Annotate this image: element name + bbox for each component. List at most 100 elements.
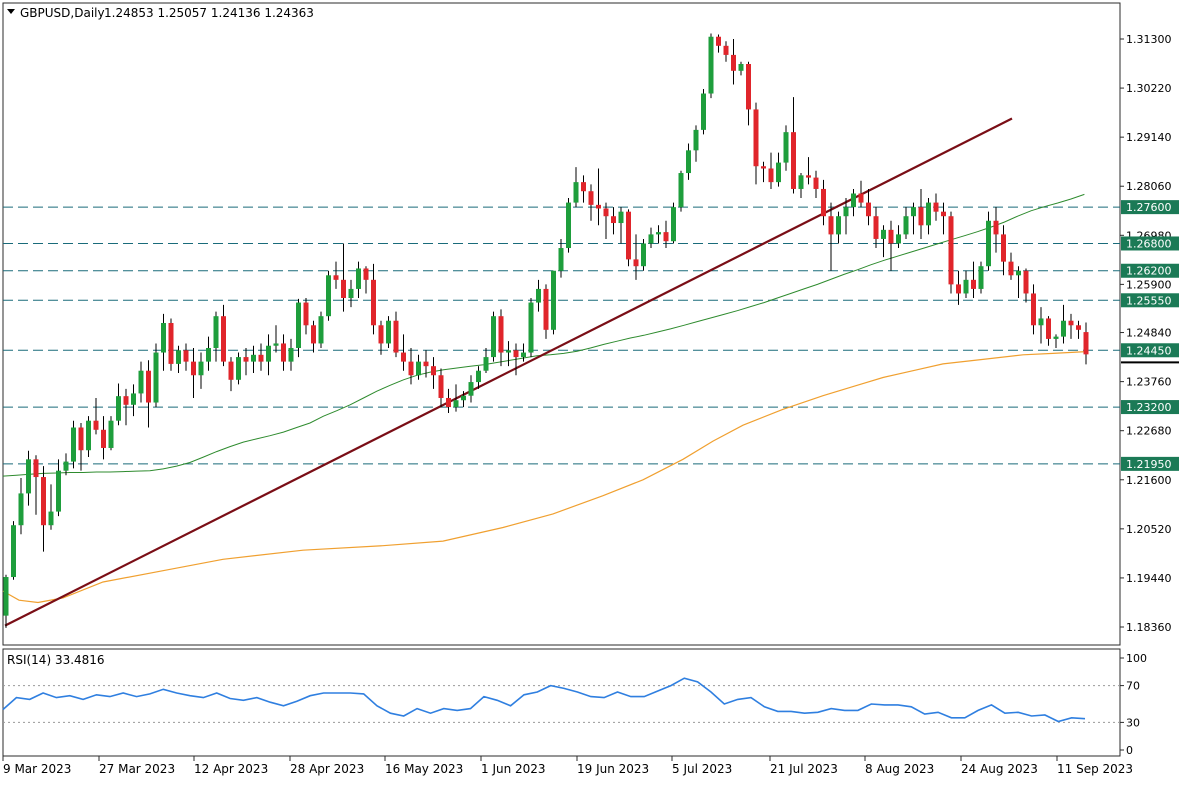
rsi-line bbox=[2, 677, 1086, 723]
candle bbox=[1001, 225, 1006, 276]
candle bbox=[543, 284, 549, 339]
candle bbox=[1023, 268, 1029, 303]
candle bbox=[858, 180, 864, 208]
candle-body bbox=[161, 323, 166, 353]
date-axis: 9 Mar 2023 27 Mar 2023 12 Apr 2023 28 Apr 2… bbox=[2, 756, 1133, 776]
candle-body bbox=[573, 182, 579, 203]
candle bbox=[438, 368, 444, 408]
candle-body bbox=[836, 216, 841, 235]
candle-body bbox=[926, 202, 931, 226]
candle-body bbox=[206, 347, 211, 362]
candle bbox=[491, 311, 496, 362]
candle-body bbox=[903, 216, 909, 235]
price-level-label-text: 1.26200 bbox=[1126, 265, 1172, 278]
candle bbox=[363, 266, 369, 294]
candle-body bbox=[1061, 320, 1066, 337]
candle-body bbox=[866, 202, 871, 217]
candle-body bbox=[791, 132, 796, 189]
rsi-tick-label: 30 bbox=[1126, 716, 1140, 729]
trendline-segment[interactable] bbox=[4, 117, 1013, 627]
candle bbox=[941, 202, 946, 235]
candle bbox=[851, 188, 856, 217]
price-level-label-box bbox=[1121, 343, 1179, 358]
candle bbox=[1083, 322, 1089, 365]
candle-body bbox=[738, 63, 744, 71]
price-axis: 1.313001.302201.291401.280601.269801.259… bbox=[1120, 33, 1172, 634]
candle-body bbox=[18, 493, 24, 526]
candle bbox=[701, 88, 706, 135]
candle bbox=[1061, 304, 1066, 344]
candle bbox=[536, 279, 541, 312]
candle bbox=[836, 211, 841, 244]
candle bbox=[926, 198, 931, 235]
candle-body bbox=[356, 268, 361, 289]
candle-body bbox=[806, 175, 811, 178]
collapse-triangle-icon[interactable] bbox=[7, 9, 15, 14]
candle-body bbox=[1038, 318, 1044, 326]
candle-body bbox=[933, 202, 939, 212]
candle-body bbox=[138, 370, 144, 394]
candle-body bbox=[236, 357, 241, 380]
candle-body bbox=[896, 234, 901, 244]
price-tick-label: 1.24840 bbox=[1126, 327, 1172, 340]
candle-body bbox=[746, 63, 751, 110]
candle bbox=[686, 143, 691, 180]
candle-body bbox=[198, 361, 204, 376]
candle-body bbox=[581, 182, 586, 192]
candle-body bbox=[416, 361, 421, 376]
candle-body bbox=[1053, 336, 1059, 339]
candle bbox=[813, 170, 819, 199]
candle-body bbox=[536, 288, 541, 303]
candle bbox=[1046, 316, 1051, 346]
price-level-label-box bbox=[1121, 293, 1179, 308]
candle-body bbox=[281, 343, 286, 362]
candle bbox=[33, 455, 39, 515]
candle bbox=[1031, 284, 1036, 335]
candle-body bbox=[326, 275, 331, 317]
candle-body bbox=[566, 202, 571, 249]
candle-body bbox=[461, 395, 466, 401]
candle-body bbox=[401, 352, 406, 362]
candle-body bbox=[776, 162, 781, 183]
candle-body bbox=[888, 229, 894, 244]
price-level-label: 1.23200 bbox=[1121, 400, 1179, 415]
candle bbox=[41, 466, 46, 552]
price-level-label-box bbox=[1121, 263, 1179, 278]
candle bbox=[731, 39, 736, 85]
candle-body bbox=[221, 316, 226, 362]
candle bbox=[236, 352, 241, 385]
candle-body bbox=[731, 54, 736, 71]
candle-body bbox=[686, 150, 691, 174]
price-level-label-text: 1.27600 bbox=[1126, 201, 1172, 214]
candle-body bbox=[431, 366, 436, 376]
candle-body bbox=[146, 370, 151, 403]
price-level-label: 1.25550 bbox=[1121, 293, 1179, 308]
price-tick-label: 1.20520 bbox=[1126, 523, 1172, 536]
candle bbox=[963, 270, 969, 299]
candle bbox=[708, 33, 714, 99]
rsi-series bbox=[2, 677, 1120, 723]
candle-body bbox=[1023, 270, 1029, 294]
candle bbox=[881, 225, 886, 258]
price-level-label: 1.26200 bbox=[1121, 263, 1179, 278]
candle-body bbox=[1083, 332, 1089, 355]
date-tick-label: 1 Jun 2023 bbox=[481, 762, 546, 776]
candle bbox=[1076, 320, 1081, 339]
candle-body bbox=[543, 288, 549, 330]
candle bbox=[986, 211, 991, 271]
candle bbox=[873, 207, 879, 249]
candle bbox=[521, 343, 526, 362]
candle-body bbox=[558, 248, 564, 271]
candle bbox=[243, 347, 249, 376]
candle-body bbox=[108, 420, 114, 448]
candle-body bbox=[213, 316, 219, 348]
candle bbox=[453, 384, 459, 412]
candle-body bbox=[3, 577, 9, 616]
candle bbox=[401, 334, 406, 371]
date-tick-label: 9 Mar 2023 bbox=[3, 762, 71, 776]
candle-body bbox=[341, 279, 346, 299]
price-tick-label: 1.18360 bbox=[1126, 621, 1172, 634]
candle-body bbox=[971, 279, 976, 289]
candle bbox=[896, 225, 901, 249]
